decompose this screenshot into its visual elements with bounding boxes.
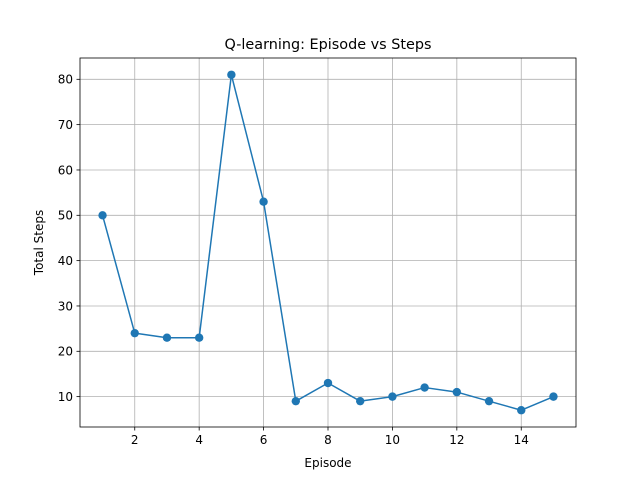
data-point <box>356 396 365 406</box>
x-tick-label: 8 <box>324 433 332 447</box>
x-tick-label: 2 <box>131 433 139 447</box>
data-point <box>162 333 172 342</box>
data-point <box>291 396 300 406</box>
data-point <box>130 328 139 338</box>
series-layer <box>98 70 558 415</box>
y-tick-label: 50 <box>58 209 73 223</box>
data-point <box>259 197 268 206</box>
data-point <box>323 378 333 388</box>
x-tick-label: 12 <box>449 433 464 447</box>
data-point <box>194 333 204 342</box>
y-tick-label: 60 <box>58 163 73 177</box>
y-tick-label: 40 <box>58 254 73 268</box>
x-tick-label: 4 <box>195 433 203 447</box>
grid <box>80 58 576 427</box>
x-tick-label: 10 <box>385 433 400 447</box>
data-point <box>484 396 494 406</box>
y-tick-label: 20 <box>58 345 73 359</box>
data-point <box>517 406 526 415</box>
data-point <box>452 387 462 397</box>
y-axis-label: Total Steps <box>32 210 46 276</box>
data-point <box>227 70 236 79</box>
axes: 2 4 6 8 10 12 14 10 20 30 40 50 60 70 80 <box>58 73 529 447</box>
chart-title: Q-learning: Episode vs Steps <box>225 37 432 53</box>
y-tick-label: 30 <box>58 299 73 313</box>
data-point <box>98 211 107 220</box>
y-tick-label: 70 <box>58 118 73 132</box>
x-tick-label: 14 <box>514 433 529 447</box>
y-tick-label: 10 <box>58 390 73 404</box>
data-point <box>549 392 558 401</box>
y-tick-label: 80 <box>58 73 73 87</box>
x-tick-label: 6 <box>260 433 268 447</box>
x-axis-label: Episode <box>304 456 351 470</box>
data-point <box>420 383 429 392</box>
data-point <box>388 392 397 401</box>
